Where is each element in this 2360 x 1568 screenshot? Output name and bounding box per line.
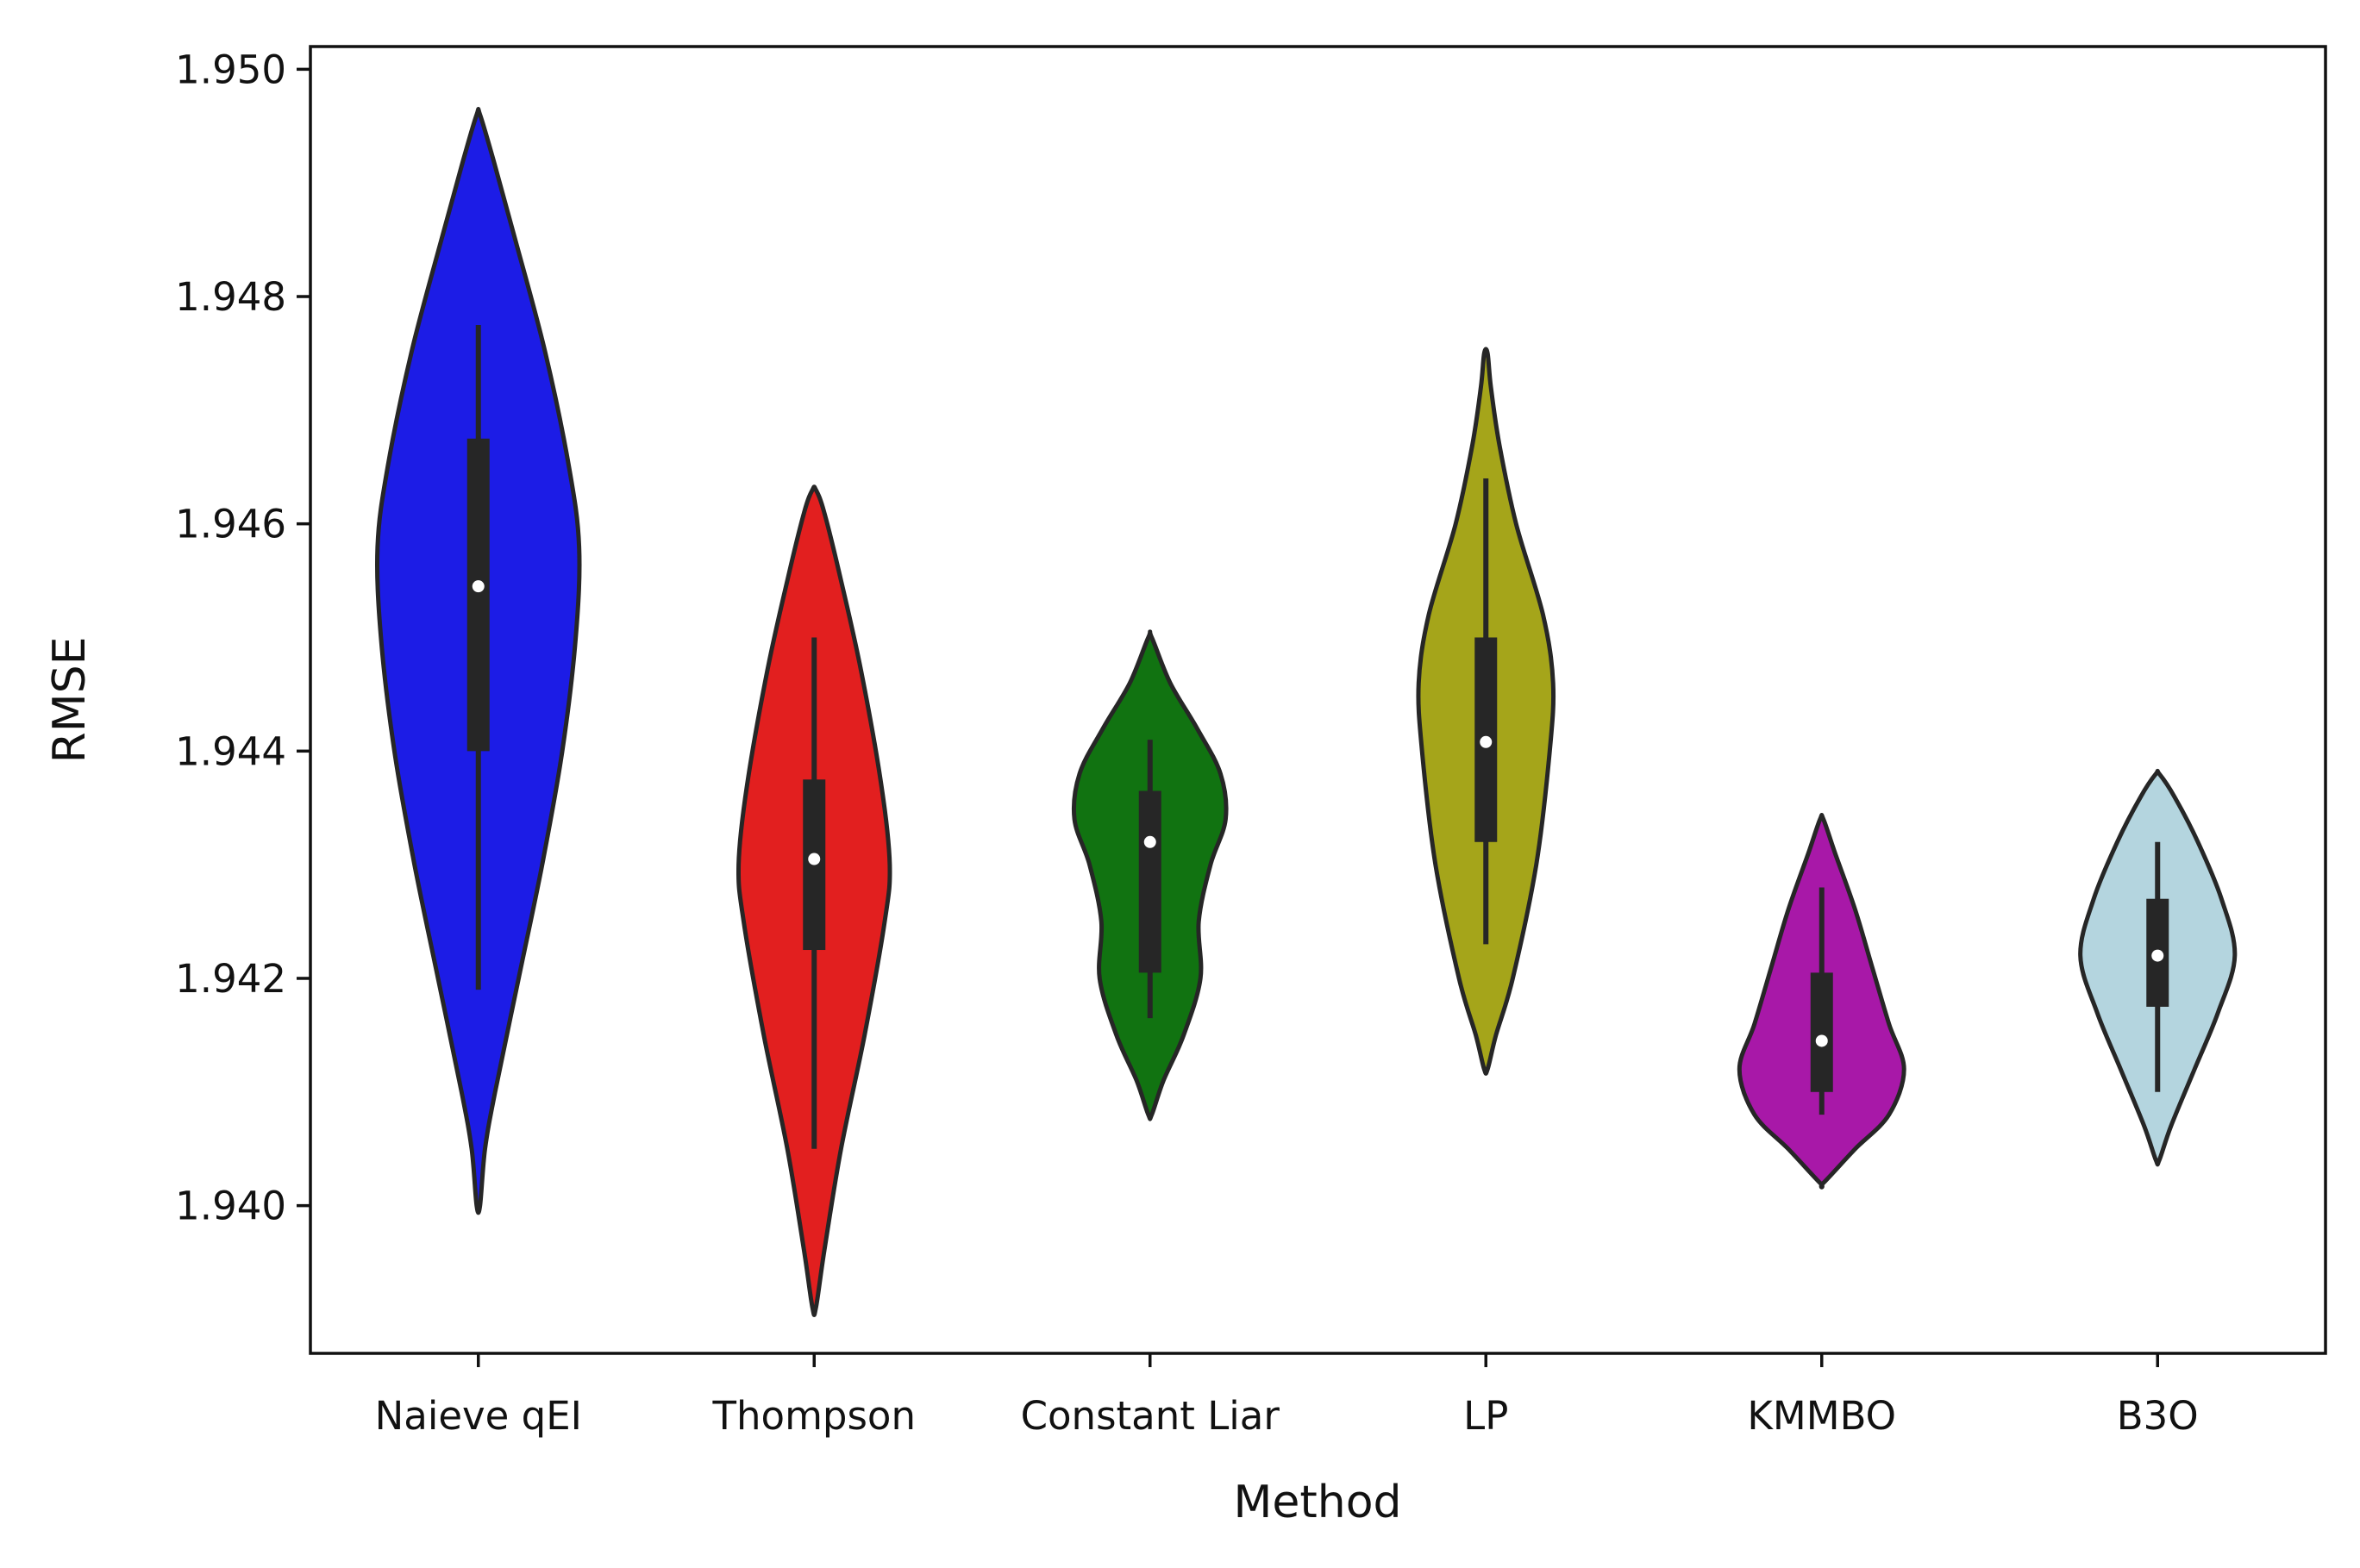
- violin-median-dot: [2151, 949, 2164, 962]
- y-axis-label: RMSE: [44, 637, 96, 764]
- violin-median-dot: [1143, 835, 1156, 848]
- y-tick-label: 1.940: [175, 1184, 286, 1229]
- violins-group: [374, 107, 2238, 1318]
- x-tick-label: Thompson: [712, 1393, 916, 1439]
- y-tick-label: 1.950: [175, 47, 286, 92]
- violin-median-dot: [808, 853, 821, 865]
- y-tick-label: 1.944: [175, 728, 286, 774]
- y-axis-ticks: 1.940 1.942 1.944 1.946 1.948 1.950: [175, 47, 310, 1229]
- x-tick-label: Naieve qEI: [375, 1393, 582, 1439]
- y-tick-label: 1.948: [175, 274, 286, 320]
- x-tick-label: Constant Liar: [1021, 1393, 1280, 1439]
- x-axis-ticks: Naieve qEI Thompson Constant Liar LP KMMBO B3…: [375, 1353, 2199, 1439]
- x-tick-label: B3O: [2117, 1393, 2199, 1439]
- violin-median-dot: [472, 580, 485, 593]
- violin-median-dot: [1480, 735, 1493, 748]
- violin-iqr-box: [466, 438, 490, 752]
- x-tick-label: LP: [1463, 1393, 1508, 1439]
- y-tick-label: 1.942: [175, 956, 286, 1002]
- violin-median-dot: [1815, 1034, 1828, 1047]
- violin-iqr-box: [1138, 790, 1161, 973]
- x-axis-label: Method: [1233, 1477, 1401, 1528]
- x-tick-label: KMMBO: [1747, 1393, 1896, 1439]
- y-tick-label: 1.946: [175, 502, 286, 547]
- violin-iqr-box: [1810, 972, 1833, 1092]
- plot-area-frame: [309, 45, 2327, 1355]
